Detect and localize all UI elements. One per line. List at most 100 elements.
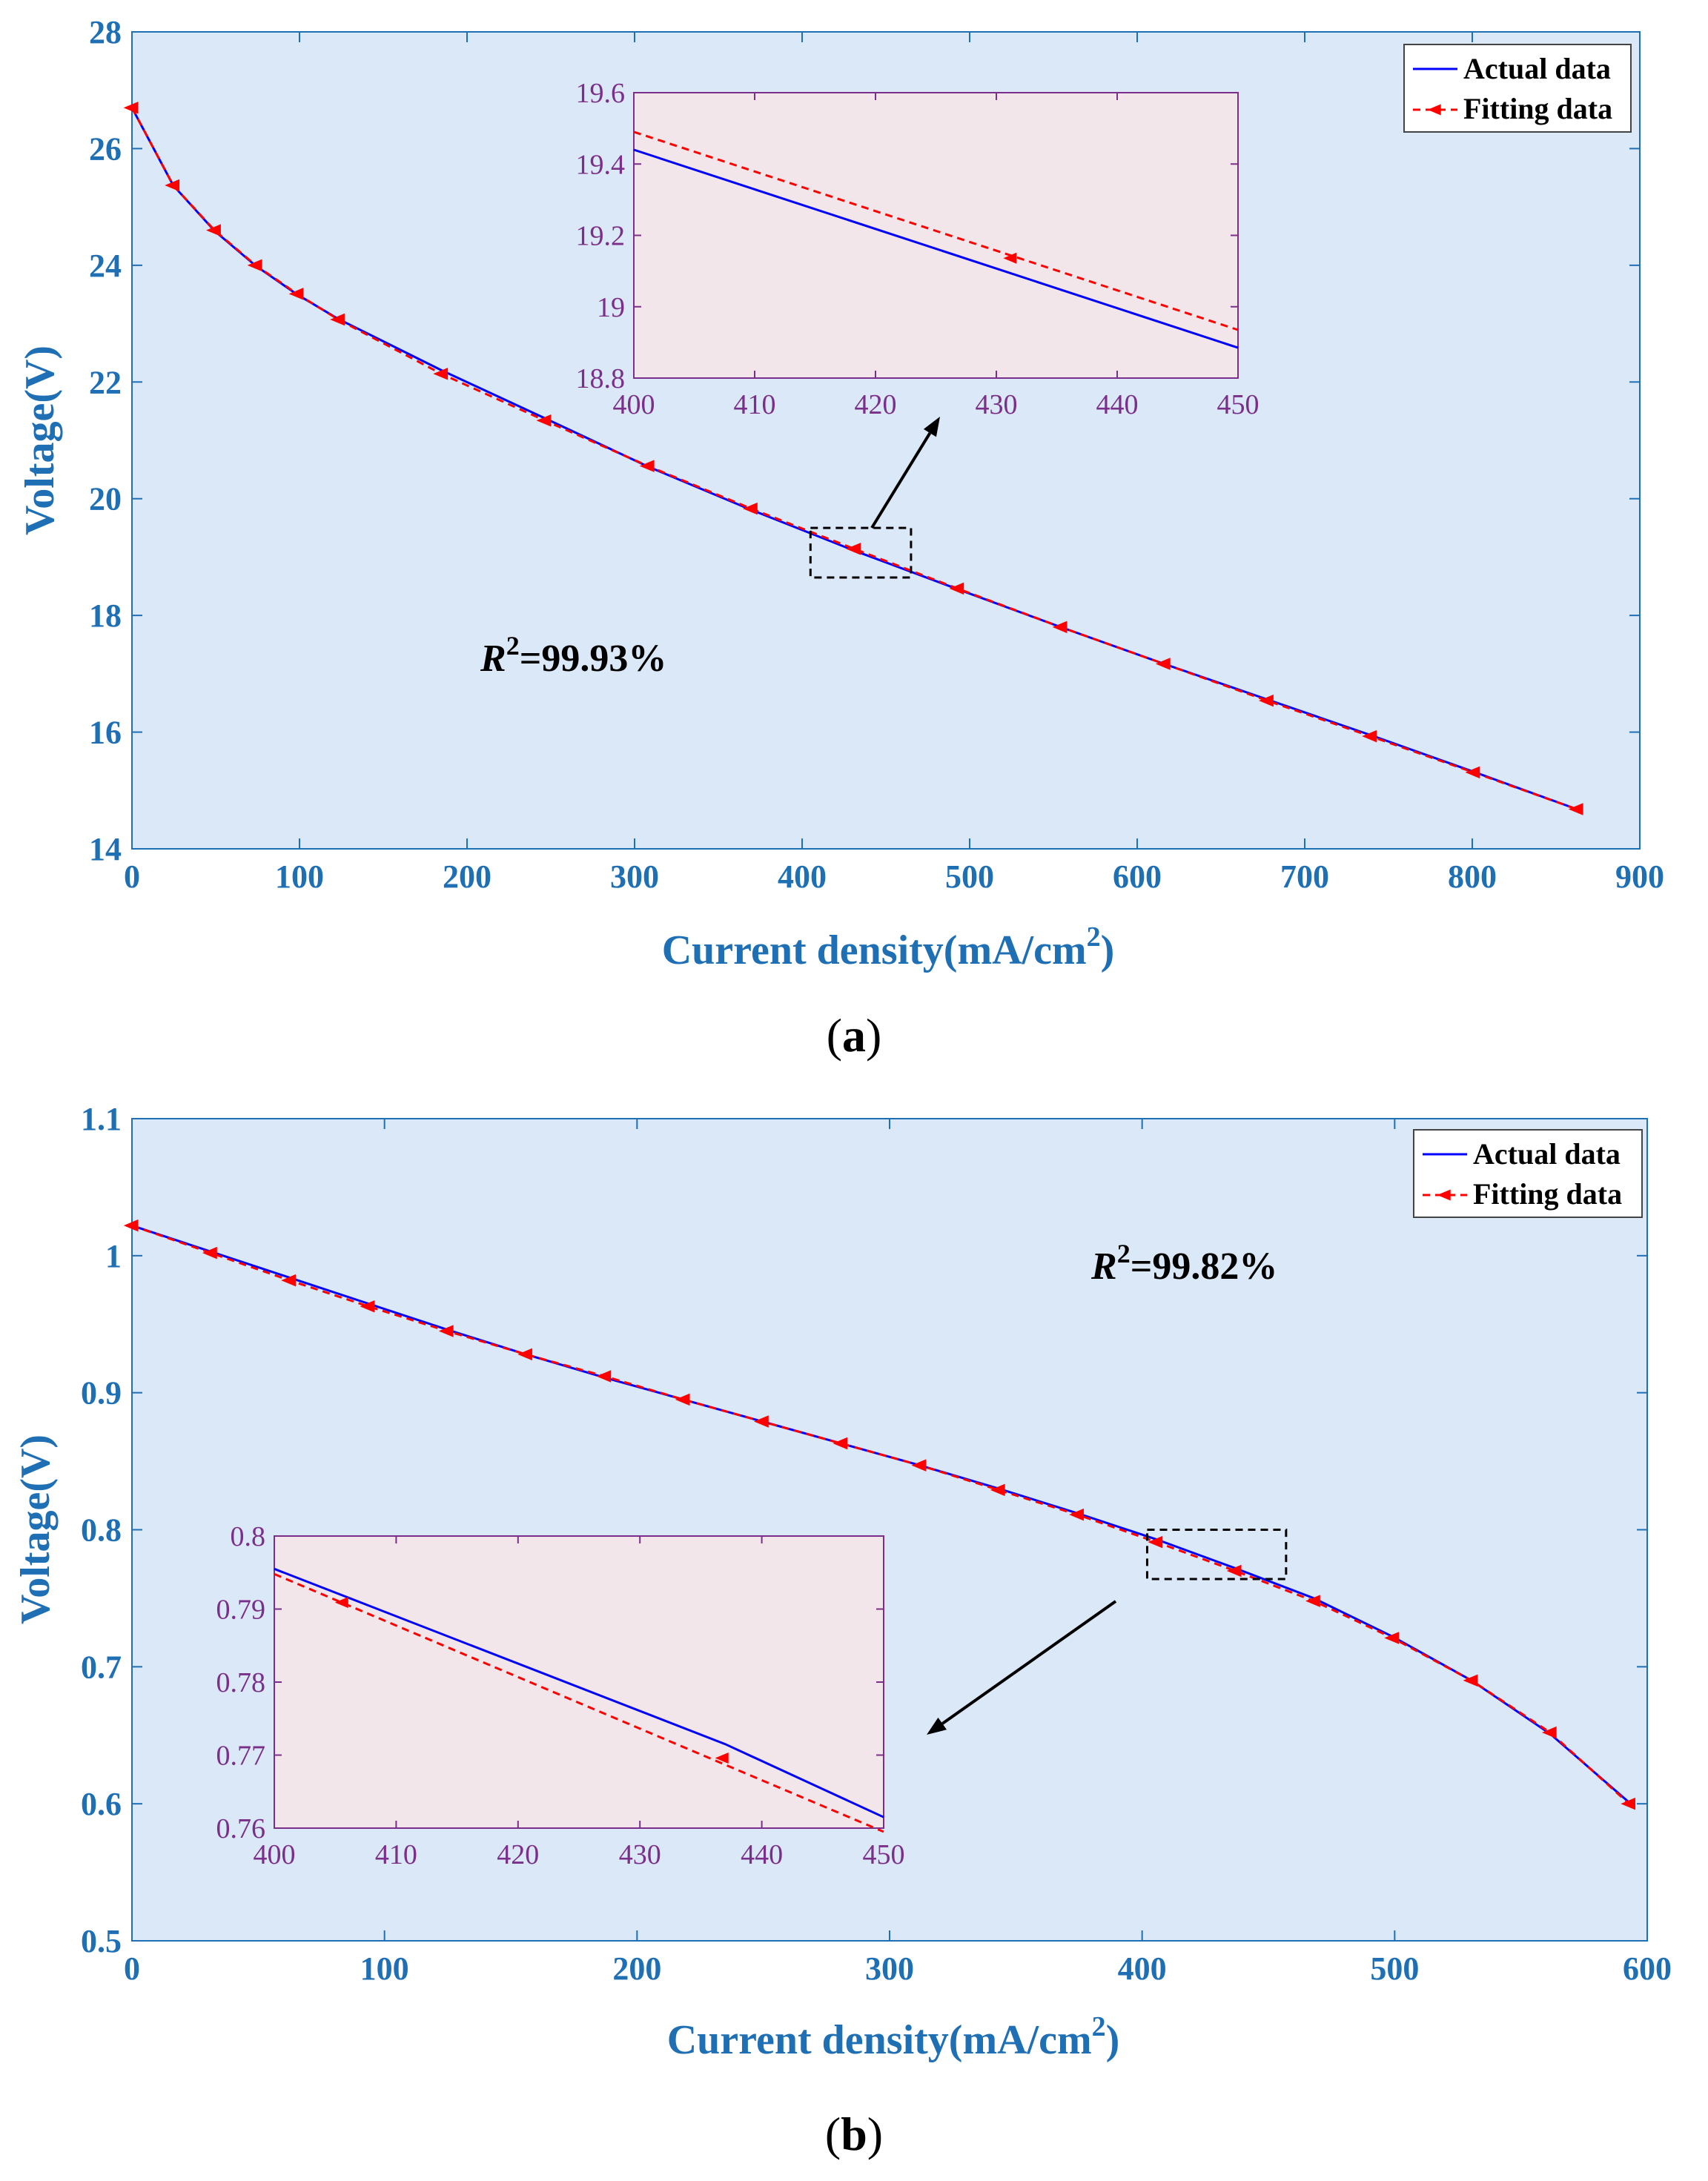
r-squared-sup: 2 [1117,1239,1131,1268]
y-tick-label: 24 [89,248,122,284]
x-tick-label: 400 [778,858,827,895]
panel-label: (b) [825,2108,883,2160]
x-tick-label: 800 [1448,858,1497,895]
inset-x-tick-label: 430 [619,1839,661,1870]
x-tick-label: 100 [275,858,324,895]
inset-fitting-marker [334,1597,348,1609]
fitting-marker [123,1219,139,1232]
legend-marker-fitting [1427,104,1441,116]
r-squared-annotation: R2=99.93% [480,631,666,680]
fitting-marker [639,460,655,472]
fitting-marker [433,368,448,380]
r-squared-sup: 2 [506,631,520,661]
inset-y-tick-label: 0.78 [216,1667,266,1698]
fitting-marker [596,1370,612,1383]
legend: Actual data Fitting data [1413,1129,1643,1218]
fitting-marker [742,502,758,515]
y-tick-label: 1.1 [81,1101,122,1137]
y-tick-label: 1 [105,1238,122,1274]
fitting-marker [1362,729,1377,743]
x-tick-label: 300 [610,858,659,895]
x-tick-label: 200 [443,858,491,895]
x-axis-label-close: ) [1106,2017,1120,2063]
x-tick-label: 600 [1113,858,1162,895]
x-axis-label: Current density(mA/cm2) [667,2011,1120,2063]
panel-label-close: ) [866,1009,881,1062]
series-line-fitting [130,107,1578,810]
fitting-marker [1465,766,1480,779]
fitting-marker [1069,1508,1084,1521]
y-tick-label: 22 [89,364,122,400]
panel-label-letter: a [842,1009,866,1062]
inset-y-tick-label: 0.79 [216,1595,266,1626]
x-tick-label: 500 [945,858,994,895]
chart-b: 0 100 200 300 400 500 600 0.5 0.6 0.7 0.8 0.9 1 1.1 Cu… [13,1101,1672,2160]
r-squared-symbol: R [480,638,506,680]
x-tick-label: 0 [124,1950,140,1987]
series-line-fitting [131,1224,1630,1805]
legend-label-fitting: Fitting data [1463,92,1612,125]
x-tick-label: 200 [612,1950,661,1987]
fitting-marker [247,259,262,272]
fitting-marker [1621,1797,1635,1810]
x-tick-label: 300 [865,1950,914,1987]
fitting-marker [1568,803,1583,815]
x-axis-label-sup: 2 [1092,2011,1106,2042]
inset-x-tick-label: 400 [254,1839,296,1870]
x-axis-label: Current density(mA/cm2) [662,921,1115,973]
fitting-marker [1259,694,1274,707]
fitting-marker [165,179,180,192]
y-tick-label: 18 [89,598,122,634]
y-tick-label: 28 [89,14,122,50]
x-axis-label-close: ) [1101,927,1115,973]
y-tick-label: 26 [89,130,122,167]
panel-label: (a) [827,1009,882,1062]
fitting-marker [123,102,139,114]
fitting-marker [281,1274,297,1287]
x-tick-label: 600 [1623,1950,1672,1987]
inset-area [633,92,1239,379]
x-axis-label-sup: 2 [1087,921,1101,953]
legend: Actual data Fitting data [1403,44,1632,133]
x-tick-label: 0 [124,858,140,895]
inset-y-tick-label: 0.8 [231,1521,266,1552]
y-tick-label: 16 [89,715,122,751]
y-axis-label: Voltage(V) [13,1434,59,1624]
fitting-marker [1305,1595,1320,1607]
inset-x-tick-label: 450 [1217,389,1260,420]
x-tick-label: 700 [1280,858,1329,895]
inset-x-tick-label: 430 [976,389,1018,420]
fitting-marker [1148,1535,1163,1549]
fitting-marker [675,1393,690,1406]
legend-label-actual: Actual data [1473,1137,1621,1171]
x-axis-label-main: Current density(mA/cm [667,2017,1092,2063]
y-axis-label: Voltage(V) [17,345,63,535]
x-tick-label: 400 [1118,1950,1167,1987]
y-tick-label: 0.7 [81,1649,122,1685]
y-tick-label: 0.6 [81,1786,122,1822]
fitting-marker [949,582,964,595]
inset-line-actual [274,1567,884,1818]
inset-x-tick-label: 440 [741,1839,783,1870]
r-squared-annotation: R2=99.82% [1090,1239,1277,1288]
y-tick-label: 20 [89,481,122,517]
fitting-marker [330,313,345,326]
legend-marker-fitting [1437,1189,1451,1201]
inset-y-tick-label: 19.4 [576,149,626,180]
fitting-marker [288,288,304,300]
y-tick-label: 0.9 [81,1375,122,1411]
legend-box [1403,44,1632,133]
y-tick-label: 0.8 [81,1512,122,1549]
fitting-marker [911,1459,927,1472]
inset-area [274,1535,884,1829]
inset-x-tick-label: 420 [497,1839,539,1870]
legend-label-actual: Actual data [1463,52,1611,85]
fitting-marker [1541,1726,1557,1739]
r-squared-value: =99.93% [520,638,667,680]
zoom-arrow-head [923,417,940,437]
fitting-marker [1384,1632,1400,1644]
fitting-marker [206,224,221,236]
chart-a: 0 100 200 300 400 500 600 700 800 900141618202224… [17,14,1664,1062]
x-tick-label: 100 [360,1950,409,1987]
